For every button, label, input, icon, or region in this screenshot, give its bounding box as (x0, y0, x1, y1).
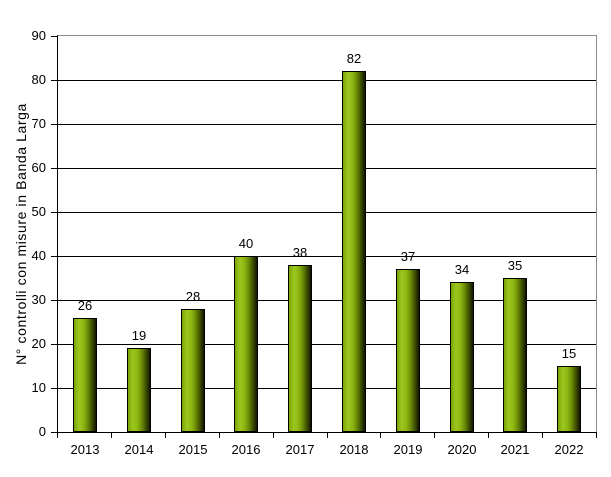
x-tick-mark-5 (327, 432, 328, 438)
y-tick-mark-10 (51, 388, 57, 389)
bar-value-label-2014: 19 (131, 328, 147, 343)
y-tick-mark-80 (51, 80, 57, 81)
y-tick-mark-90 (51, 36, 57, 37)
y-tick-mark-50 (51, 212, 57, 213)
gridline-10 (58, 388, 596, 389)
x-tick-mark-8 (488, 432, 489, 438)
x-tick-mark-2 (165, 432, 166, 438)
gridline-20 (58, 344, 596, 345)
gridline-80 (58, 80, 596, 81)
y-tick-label-80: 80 (31, 72, 46, 87)
x-tick-label-2018: 2018 (339, 442, 369, 457)
bar-value-label-2020: 34 (454, 262, 470, 277)
x-tick-label-2017: 2017 (285, 442, 315, 457)
x-tick-label-2019: 2019 (393, 442, 423, 457)
bar-2013 (73, 318, 97, 432)
bar-2014 (127, 348, 151, 432)
bar-value-label-2018: 82 (346, 51, 362, 66)
y-tick-label-60: 60 (31, 160, 46, 175)
gridline-40 (58, 256, 596, 257)
bar-2016 (234, 256, 258, 432)
x-tick-mark-1 (111, 432, 112, 438)
y-tick-label-40: 40 (31, 248, 46, 263)
bar-2021 (503, 278, 527, 432)
x-tick-label-2016: 2016 (231, 442, 261, 457)
x-tick-label-2020: 2020 (447, 442, 477, 457)
y-tick-mark-20 (51, 344, 57, 345)
gridline-60 (58, 168, 596, 169)
y-axis-title: N° controlli con misure in Banda Larga (13, 103, 29, 365)
y-tick-mark-40 (51, 256, 57, 257)
y-tick-label-30: 30 (31, 292, 46, 307)
y-tick-label-50: 50 (31, 204, 46, 219)
x-tick-mark-4 (273, 432, 274, 438)
y-tick-label-70: 70 (31, 116, 46, 131)
bar-2018 (342, 71, 366, 432)
x-tick-mark-0 (57, 432, 58, 438)
bar-value-label-2019: 37 (400, 249, 416, 264)
x-tick-label-2021: 2021 (500, 442, 530, 457)
y-tick-mark-0 (51, 432, 57, 433)
x-tick-mark-9 (542, 432, 543, 438)
gridline-70 (58, 124, 596, 125)
bar-value-label-2022: 15 (561, 346, 577, 361)
x-tick-label-2013: 2013 (70, 442, 100, 457)
bar-2020 (450, 282, 474, 432)
gridline-50 (58, 212, 596, 213)
y-tick-label-90: 90 (31, 28, 46, 43)
bar-value-label-2017: 38 (292, 245, 308, 260)
bar-2019 (396, 269, 420, 432)
x-tick-mark-3 (219, 432, 220, 438)
bar-value-label-2016: 40 (238, 236, 254, 251)
bar-2017 (288, 265, 312, 432)
y-tick-label-20: 20 (31, 336, 46, 351)
bar-2015 (181, 309, 205, 432)
y-tick-mark-30 (51, 300, 57, 301)
x-tick-label-2015: 2015 (178, 442, 208, 457)
x-tick-mark-6 (380, 432, 381, 438)
bar-2022 (557, 366, 581, 432)
bar-value-label-2015: 28 (185, 289, 201, 304)
x-tick-label-2022: 2022 (554, 442, 584, 457)
y-tick-mark-70 (51, 124, 57, 125)
bar-value-label-2021: 35 (507, 258, 523, 273)
bar-value-label-2013: 26 (77, 298, 93, 313)
plot-area: 26 19 28 40 38 82 37 34 35 15 (57, 35, 597, 433)
y-tick-label-10: 10 (31, 380, 46, 395)
x-tick-label-2014: 2014 (124, 442, 154, 457)
y-tick-mark-60 (51, 168, 57, 169)
gridline-30 (58, 300, 596, 301)
x-tick-mark-10 (596, 432, 597, 438)
x-tick-mark-7 (434, 432, 435, 438)
y-tick-label-0: 0 (38, 424, 46, 439)
